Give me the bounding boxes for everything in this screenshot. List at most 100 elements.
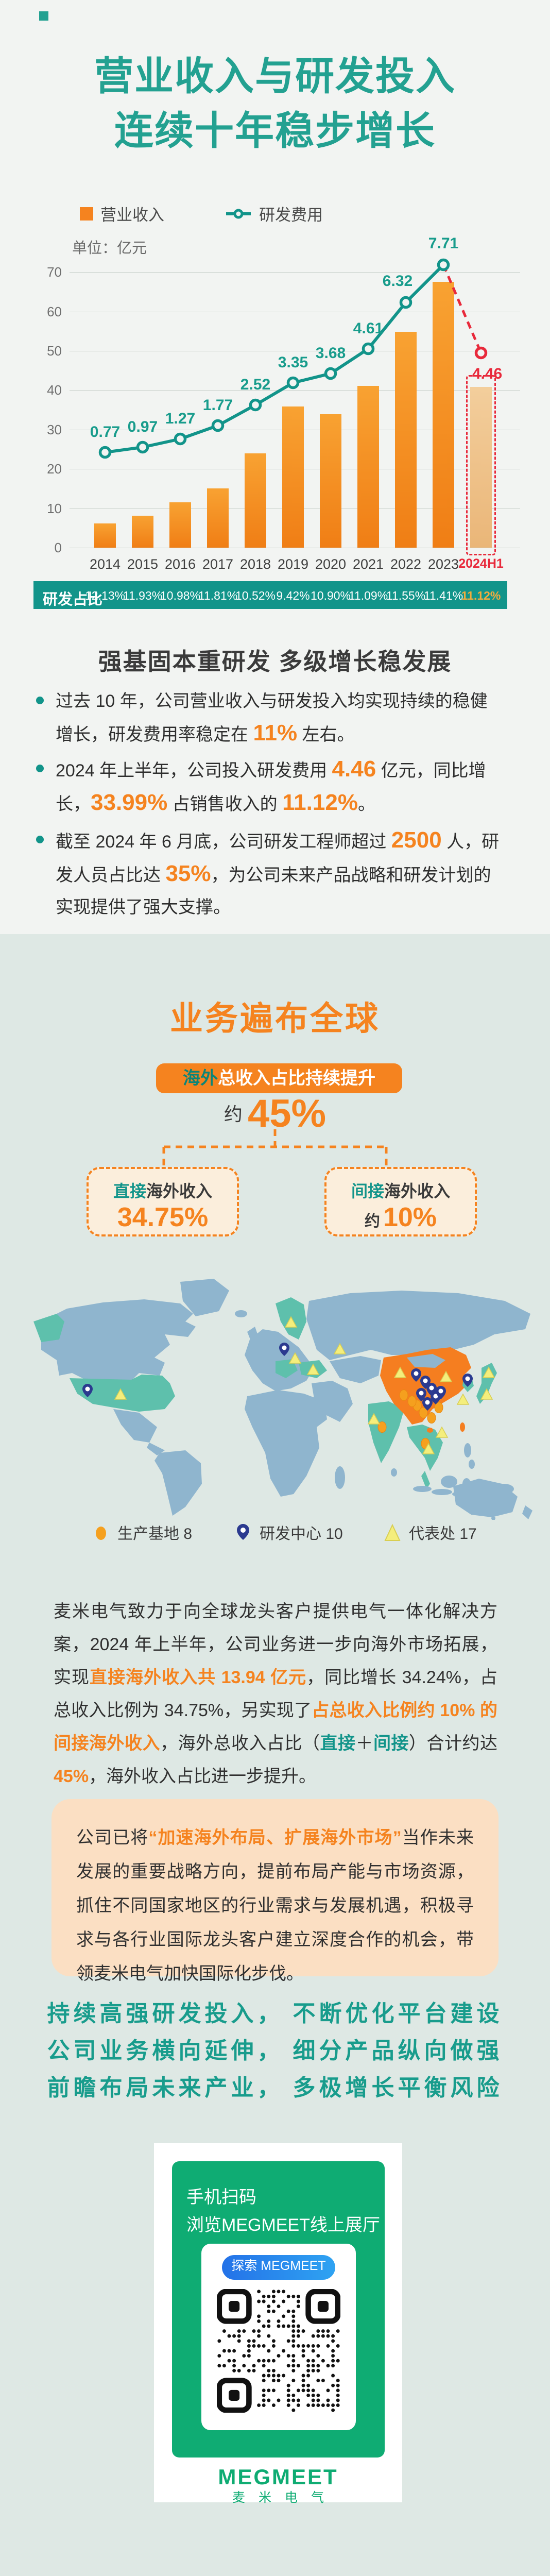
revenue-bar [357, 386, 379, 548]
rnd-center-pin-icon [422, 1397, 433, 1411]
rnd-ratio-value: 11.41% [423, 589, 463, 602]
bullet-text-segment: 亿元，同比增长， [56, 761, 486, 814]
production-base-marker-icon [434, 1402, 443, 1413]
overseas-paragraph-segment: ，同比增长 34.24%，占总收入比例为 34.75%，另实现了 [54, 1668, 497, 1720]
revenue-bar-swatch-icon [80, 207, 93, 221]
bullet-text-segment: 。 [357, 794, 375, 814]
rnd-line-swatch-icon [226, 209, 251, 218]
rnd-ratio-value: 9.42% [276, 589, 310, 602]
rnd-value-label: 0.77 [90, 423, 121, 440]
slogan-row: 公司业务横向延伸， 细分产品纵向做强 [0, 2032, 550, 2065]
slogan-row: 前瞻布局未来产业， 多极增长平衡风险 [0, 2069, 550, 2102]
bullet-dot-icon [36, 765, 44, 772]
overseas-box-prefix: 直接 [113, 1182, 146, 1200]
rnd-center-pin-icon [411, 1368, 421, 1382]
office-marker-icon [284, 1316, 298, 1328]
x-axis-year-label: 2016 [164, 556, 196, 572]
forecast-dashed-rect [466, 375, 496, 555]
overseas-paragraph-segment: 直接海外收入共 13.94 亿元 [90, 1668, 307, 1687]
x-axis-year-label: 2019 [277, 556, 309, 572]
rnd-section-heading: 强基固本重研发 多级增长稳发展 [98, 648, 452, 675]
rnd-ratio-value: 10.52% [235, 589, 276, 602]
overseas-paragraph-segment: ，海外收入占比进一步提升。 [89, 1767, 317, 1786]
production-base-marker-icon [427, 1412, 436, 1423]
office-marker-icon [288, 1352, 302, 1364]
revenue-bar [320, 414, 341, 548]
rnd-value-label: 4.46 [472, 365, 503, 382]
bullet-text-segment: 截至 2024 年 6 月底，公司研发工程师超过 [56, 832, 391, 852]
x-axis-year-label: 2018 [239, 556, 271, 572]
overseas-paragraph-segment: 麦米电气致力于向全球龙头客户提供电气一体化解决方案，2024 年上半年，公司业务… [54, 1602, 497, 1687]
office-marker-icon [480, 1388, 493, 1400]
map-legend: 生产基地 8 研发中心 10 代表处 17 [0, 1521, 550, 1547]
office-marker-icon [482, 1366, 495, 1378]
overseas-box-indirect: 间接海外收入约 10% [324, 1167, 477, 1236]
overseas-paragraph-segment: 间接 [373, 1734, 409, 1753]
map-legend-item-base: 生产基地 8 [91, 1521, 192, 1544]
rnd-value-label: 3.35 [278, 354, 308, 371]
bullet-dot-icon [36, 836, 44, 843]
branch-connector-lines [162, 1129, 388, 1168]
bullet-text-segment: 左右。 [297, 725, 355, 744]
x-axis-year-label: 2014 [89, 556, 121, 572]
bullet-text-segment: 11.12% [282, 790, 358, 815]
pin-legend-icon [237, 1524, 249, 1540]
qr-panel: 探索 MEGMEET → [201, 2244, 356, 2430]
slogan-right: 细分产品纵向做强 [293, 2038, 503, 2063]
overseas-box-value: 34.75% [117, 1202, 209, 1232]
explore-megmeet-button[interactable]: 探索 MEGMEET → [222, 2255, 335, 2289]
bullet-text-segment: 占销售收入的 [167, 794, 283, 814]
rnd-center-pin-icon [436, 1386, 446, 1399]
rnd-value-label: 0.97 [127, 418, 158, 435]
y-axis-tick: 40 [47, 382, 62, 398]
rnd-ratio-value: 12.13% [84, 589, 126, 602]
overseas-paragraph-segment: 45% [54, 1767, 89, 1786]
revenue-bar [470, 387, 492, 548]
overseas-paragraph-segment: 直接 [320, 1734, 356, 1753]
rnd-ratio-table: 研发占比 12.13% 11.93% 10.98% 11.81% 10.52% 9.42%… [33, 581, 507, 609]
legend-item-rnd: 研发费用 [225, 202, 323, 225]
total-percentage: 45% [247, 1092, 326, 1136]
total-approx-label: 约 [224, 1104, 243, 1125]
bullet-text-segment: 33.99% [91, 790, 168, 815]
bullet-text: 截至 2024 年 6 月底，公司研发工程师超过 2500 人，研发人员占比达 … [56, 824, 505, 923]
revenue-bar [169, 502, 191, 548]
legend-rnd-label: 研发费用 [259, 206, 323, 224]
rnd-value-label: 3.68 [315, 345, 346, 362]
legend-item-revenue: 营业收入 [80, 202, 164, 225]
top-section-background [0, 0, 550, 934]
x-axis-year-label: 2020 [315, 556, 347, 572]
map-legend-label: 生产基地 8 [117, 1526, 193, 1543]
x-axis-year-label: 2021 [352, 556, 384, 572]
decorative-square [39, 11, 48, 21]
rnd-ratio-value: 11.09% [348, 589, 388, 602]
slogan-right: 不断优化平台建设 [293, 2001, 503, 2026]
office-marker-icon [333, 1343, 347, 1354]
overseas-box-title: 直接海外收入 [113, 1182, 213, 1200]
overseas-total-value: 约 45% [0, 1091, 550, 1136]
y-axis-tick: 0 [54, 540, 62, 555]
strategy-box: 公司已将“加速海外布局、扩展海外市场”当作未来发展的重要战略方向，提前布局产能与… [51, 1799, 499, 1984]
page-title-line1: 营业收入与研发投入 [94, 55, 456, 98]
rnd-ratio-value: 10.90% [310, 589, 351, 602]
rnd-ratio-value: 11.12% [461, 589, 501, 602]
gridline [70, 390, 520, 391]
office-marker-icon [439, 1370, 453, 1382]
office-marker-icon [456, 1393, 470, 1405]
bullet-text: 2024 年上半年，公司投入研发费用 4.46 亿元，同比增长，33.99% 占… [56, 753, 505, 820]
overseas-revenue-pill: 海外总收入占比持续提升 [156, 1063, 402, 1093]
rnd-center-pin-icon [279, 1343, 289, 1356]
global-section-title: 业务遍布全球 [170, 1000, 380, 1037]
production-base-marker-icon [419, 1407, 428, 1418]
revenue-bar [433, 282, 454, 548]
y-axis-tick: 50 [47, 343, 62, 359]
overseas-paragraph: 麦米电气致力于向全球龙头客户提供电气一体化解决方案，2024 年上半年，公司业务… [54, 1595, 497, 1793]
map-legend-label: 研发中心 10 [260, 1526, 343, 1543]
qr-code [216, 2289, 341, 2415]
base-legend-icon [96, 1527, 106, 1540]
bullet-text-segment: ，为公司未来产品战略和研发计划的实现提供了强大支撑。 [56, 866, 491, 917]
rnd-ratio-row-label: 研发占比 [43, 591, 103, 608]
bullet-text-segment: 11% [253, 720, 298, 745]
slogan-row: 持续高强研发投入， 不断优化平台建设 [0, 1995, 550, 2028]
